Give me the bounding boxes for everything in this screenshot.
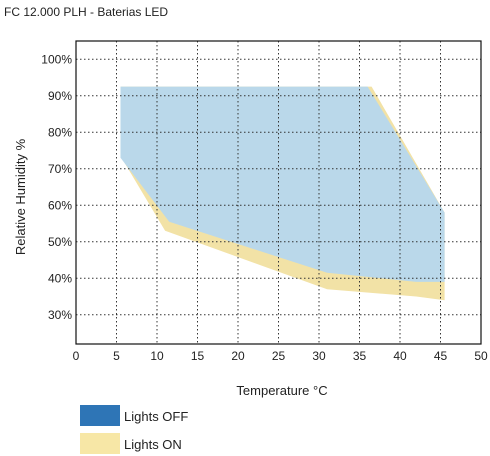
y-axis-title: Relative Humidity % xyxy=(13,138,28,255)
x-tick-label: 25 xyxy=(272,349,286,363)
x-tick-label: 5 xyxy=(113,349,120,363)
legend-swatch xyxy=(80,433,120,454)
x-tick-label: 30 xyxy=(312,349,326,363)
legend-label: Lights OFF xyxy=(124,409,188,424)
x-tick-label: 15 xyxy=(191,349,205,363)
y-tick-label: 30% xyxy=(48,308,72,322)
x-tick-label: 20 xyxy=(231,349,245,363)
series-area-lights-off xyxy=(120,86,445,282)
x-tick-label: 10 xyxy=(150,349,164,363)
y-tick-label: 40% xyxy=(48,271,72,285)
x-axis-title: Temperature °C xyxy=(236,383,327,398)
legend-swatch xyxy=(80,405,120,426)
x-tick-label: 50 xyxy=(474,349,488,363)
legend-label: Lights ON xyxy=(124,437,182,452)
y-tick-label: 80% xyxy=(48,125,72,139)
plot-frame xyxy=(75,40,482,345)
x-tick-label: 0 xyxy=(73,349,80,363)
y-tick-label: 50% xyxy=(48,235,72,249)
chart-title: FC 12.000 PLH - Baterias LED xyxy=(4,5,169,19)
y-tick-label: 100% xyxy=(41,52,72,66)
y-tick-label: 70% xyxy=(48,162,72,176)
y-tick-label: 90% xyxy=(48,89,72,103)
x-tick-label: 35 xyxy=(353,349,367,363)
y-tick-label: 60% xyxy=(48,198,72,212)
x-tick-label: 45 xyxy=(434,349,448,363)
x-tick-label: 40 xyxy=(393,349,407,363)
